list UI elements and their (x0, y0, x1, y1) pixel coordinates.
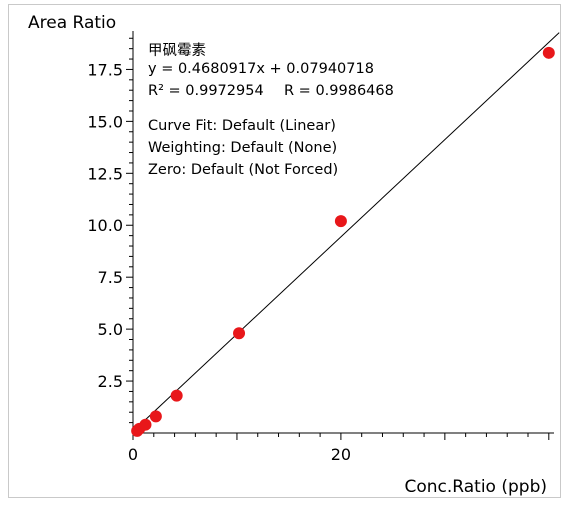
fit-equation: y = 0.4680917x + 0.07940718 (148, 61, 374, 77)
x-tick-label: 0 (128, 445, 138, 464)
data-point (334, 215, 347, 228)
y-tick-label: 7.5 (98, 268, 123, 287)
regression-line (133, 32, 560, 432)
scatter-chart: 2.5 5.0 7.5 10.0 12.5 15.0 17.5 0 20 (87, 31, 560, 464)
weighting-info: Weighting: Default (None) (148, 140, 338, 156)
r-value: R = 0.9986468 (284, 83, 394, 99)
y-tick-label: 15.0 (87, 112, 123, 131)
zero-info: Zero: Default (Not Forced) (148, 162, 339, 178)
x-tick-label: 20 (331, 445, 351, 464)
r-squared: R² = 0.9972954 (148, 83, 264, 99)
y-tick-label: 5.0 (98, 320, 123, 339)
data-point (542, 46, 555, 59)
curve-fit-info: Curve Fit: Default (Linear) (148, 118, 336, 134)
x-axis-label: Conc.Ratio (ppb) (404, 477, 547, 497)
data-point (233, 327, 246, 340)
chart-frame: 2.5 5.0 7.5 10.0 12.5 15.0 17.5 0 20 Area Ratio … (8, 4, 561, 498)
y-tick-label: 17.5 (87, 60, 123, 79)
data-point (170, 389, 183, 402)
y-tick-label: 2.5 (98, 372, 123, 391)
compound-name: 甲砜霉素 (148, 43, 206, 59)
y-tick-label: 12.5 (87, 164, 123, 183)
y-tick-label: 10.0 (87, 216, 123, 235)
data-point (149, 410, 162, 423)
y-axis-label: Area Ratio (28, 13, 117, 33)
data-point (139, 418, 152, 431)
